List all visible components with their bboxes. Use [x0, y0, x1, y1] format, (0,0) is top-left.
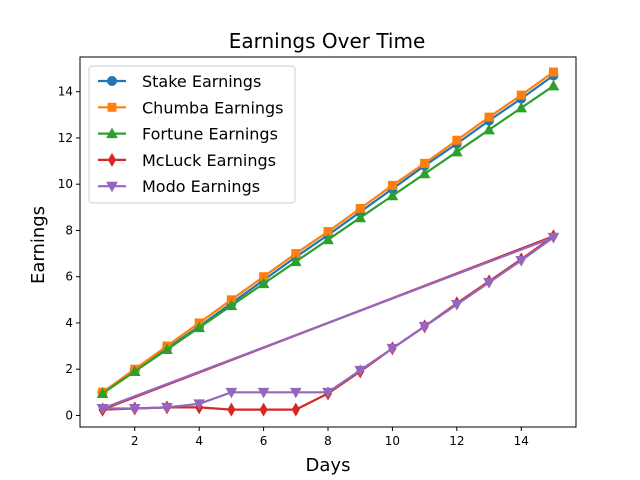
x-tick-label: 12	[449, 434, 464, 448]
legend-swatch-marker	[106, 127, 118, 139]
data-point	[483, 277, 495, 289]
data-point	[225, 387, 238, 399]
x-tick-label: 14	[514, 434, 529, 448]
data-point	[225, 299, 238, 311]
data-point	[193, 399, 206, 410]
y-tick-label: 2	[65, 362, 73, 376]
legend-label: McLuck Earnings	[142, 151, 276, 170]
legend-swatch-marker	[107, 102, 117, 112]
data-point	[418, 321, 431, 333]
y-tick-label: 14	[58, 85, 73, 99]
chart-title: Earnings Over Time	[229, 29, 426, 53]
y-tick-label: 8	[65, 223, 73, 237]
series-line	[102, 236, 555, 410]
y-tick-label: 10	[58, 177, 73, 191]
data-point	[257, 387, 270, 399]
data-point	[387, 180, 397, 190]
x-tick-label: 8	[324, 434, 332, 448]
legend-item: Modo Earnings	[98, 177, 260, 196]
x-axis-ticks: 2 4 6 8 10 12 14	[131, 427, 529, 448]
data-point	[548, 67, 558, 77]
x-tick-label: 4	[195, 434, 203, 448]
data-point	[547, 79, 560, 91]
series-modo-earnings	[96, 232, 560, 415]
legend-label: Stake Earnings	[142, 72, 261, 91]
plot-area	[96, 67, 560, 417]
legend-swatch-marker	[106, 181, 118, 193]
legend-swatch-marker	[107, 76, 117, 86]
y-tick-label: 6	[65, 270, 73, 284]
data-point	[515, 256, 528, 267]
y-tick-label: 0	[65, 408, 73, 422]
data-point	[291, 402, 300, 417]
legend-item: McLuck Earnings	[98, 151, 276, 170]
data-point	[483, 123, 495, 135]
data-point	[452, 135, 462, 145]
y-tick-label: 4	[65, 316, 73, 330]
data-point	[386, 343, 399, 355]
data-point	[355, 203, 365, 213]
series-fortune-earnings	[96, 79, 560, 398]
legend-label: Fortune Earnings	[142, 125, 278, 144]
y-axis-label: Earnings	[28, 206, 49, 284]
data-point	[128, 365, 141, 376]
x-axis-label: Days	[306, 455, 351, 476]
legend: Stake Earnings Chumba Earnings Fortune Ear…	[88, 65, 296, 204]
legend-swatch-marker	[107, 152, 117, 167]
data-point	[193, 321, 206, 333]
data-point	[484, 112, 494, 122]
legend-item: Chumba Earnings	[98, 98, 284, 117]
legend-box	[88, 65, 296, 204]
data-point	[515, 101, 528, 113]
legend-item: Fortune Earnings	[98, 125, 278, 144]
x-tick-label: 2	[131, 434, 139, 448]
x-tick-label: 10	[385, 434, 400, 448]
data-point	[322, 387, 334, 399]
data-point	[547, 232, 560, 244]
data-point	[354, 211, 367, 223]
x-tick-label: 6	[260, 434, 268, 448]
data-point	[450, 299, 463, 311]
data-point	[418, 167, 431, 179]
data-point	[289, 387, 302, 399]
y-axis-ticks: 0 2 4 6 8 10 12 14	[58, 85, 80, 422]
data-point	[257, 277, 270, 289]
legend-label: Modo Earnings	[142, 177, 260, 196]
data-point	[289, 255, 302, 267]
data-point	[259, 402, 268, 417]
data-point	[386, 189, 399, 201]
data-point	[96, 387, 109, 398]
data-point	[96, 404, 109, 415]
data-point	[161, 343, 173, 355]
legend-label: Chumba Earnings	[142, 98, 284, 117]
data-point	[354, 365, 367, 377]
data-point	[227, 402, 236, 417]
data-point	[128, 404, 141, 415]
data-point	[516, 90, 526, 100]
data-point	[450, 145, 463, 157]
data-point	[322, 233, 334, 245]
y-tick-label: 12	[58, 131, 73, 145]
data-point	[161, 402, 173, 414]
legend-item: Stake Earnings	[98, 72, 261, 91]
data-point	[420, 158, 430, 168]
